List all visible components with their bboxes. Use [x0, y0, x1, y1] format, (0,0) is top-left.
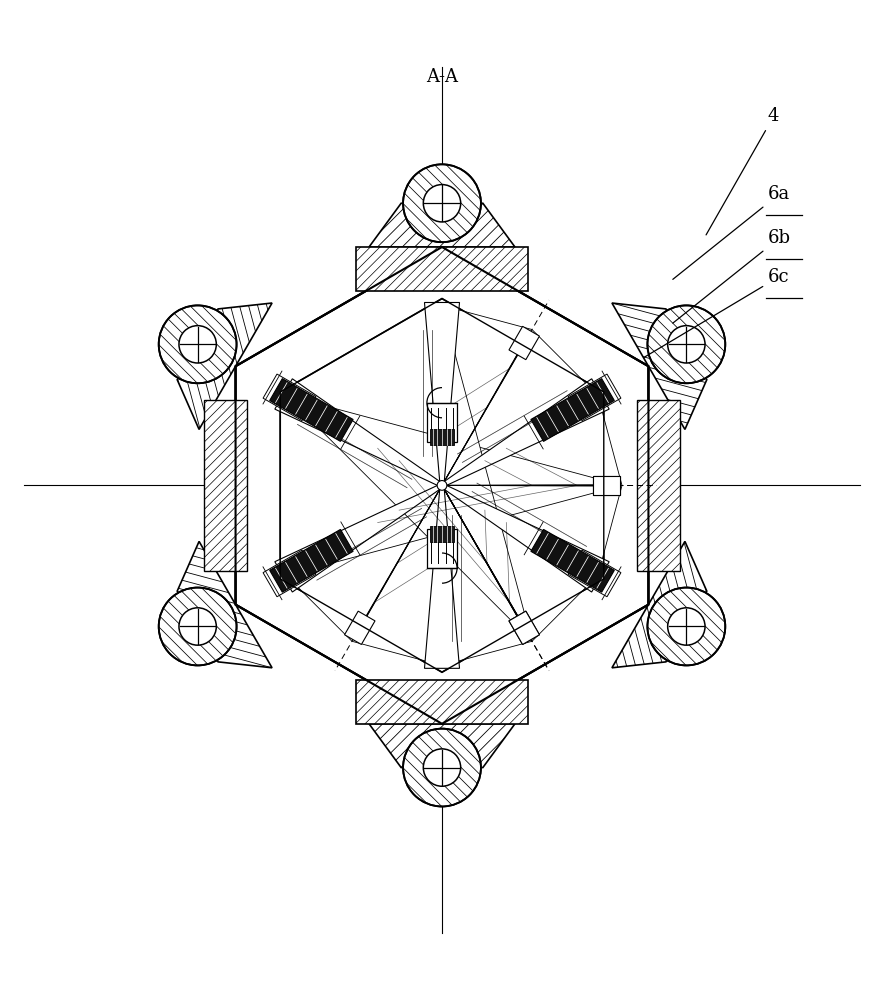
Polygon shape: [369, 724, 515, 768]
Polygon shape: [509, 326, 539, 360]
Polygon shape: [431, 526, 453, 542]
Circle shape: [647, 305, 725, 383]
Polygon shape: [509, 611, 539, 644]
Polygon shape: [531, 529, 614, 592]
Polygon shape: [235, 247, 649, 724]
Polygon shape: [442, 485, 598, 665]
Circle shape: [159, 588, 237, 665]
Polygon shape: [286, 305, 532, 641]
Polygon shape: [531, 379, 614, 441]
Polygon shape: [441, 379, 609, 487]
Polygon shape: [177, 541, 272, 668]
Polygon shape: [356, 680, 528, 724]
Polygon shape: [369, 203, 515, 247]
Polygon shape: [509, 611, 539, 644]
Circle shape: [179, 608, 217, 645]
Polygon shape: [612, 541, 707, 668]
Polygon shape: [270, 529, 353, 592]
Polygon shape: [427, 529, 457, 568]
Polygon shape: [275, 484, 443, 592]
Polygon shape: [424, 302, 460, 485]
Polygon shape: [427, 403, 457, 442]
Circle shape: [437, 481, 447, 490]
Text: 6b: 6b: [673, 229, 791, 323]
Polygon shape: [442, 305, 598, 485]
Polygon shape: [568, 550, 621, 597]
Polygon shape: [263, 550, 316, 597]
Text: 6a: 6a: [673, 185, 790, 279]
Circle shape: [667, 326, 705, 363]
Polygon shape: [636, 400, 681, 571]
Polygon shape: [345, 611, 375, 644]
Polygon shape: [275, 379, 443, 487]
Polygon shape: [286, 485, 442, 665]
Polygon shape: [568, 374, 621, 421]
Polygon shape: [177, 303, 272, 429]
Polygon shape: [442, 395, 622, 575]
Text: 6c: 6c: [644, 268, 789, 357]
Polygon shape: [431, 429, 453, 445]
Polygon shape: [356, 247, 528, 291]
Circle shape: [403, 164, 481, 242]
Polygon shape: [593, 476, 620, 495]
Polygon shape: [612, 303, 707, 429]
Polygon shape: [280, 299, 604, 672]
Polygon shape: [263, 374, 316, 421]
Polygon shape: [441, 484, 609, 592]
Circle shape: [647, 588, 725, 665]
Text: A-A: A-A: [426, 68, 458, 86]
Circle shape: [667, 608, 705, 645]
Circle shape: [423, 185, 461, 222]
Polygon shape: [203, 400, 248, 571]
Polygon shape: [286, 395, 622, 575]
Circle shape: [159, 305, 237, 383]
Polygon shape: [424, 485, 460, 668]
Text: 4: 4: [706, 107, 780, 235]
Circle shape: [423, 749, 461, 786]
Polygon shape: [593, 476, 620, 495]
Circle shape: [179, 326, 217, 363]
Circle shape: [403, 729, 481, 806]
Polygon shape: [270, 379, 353, 441]
